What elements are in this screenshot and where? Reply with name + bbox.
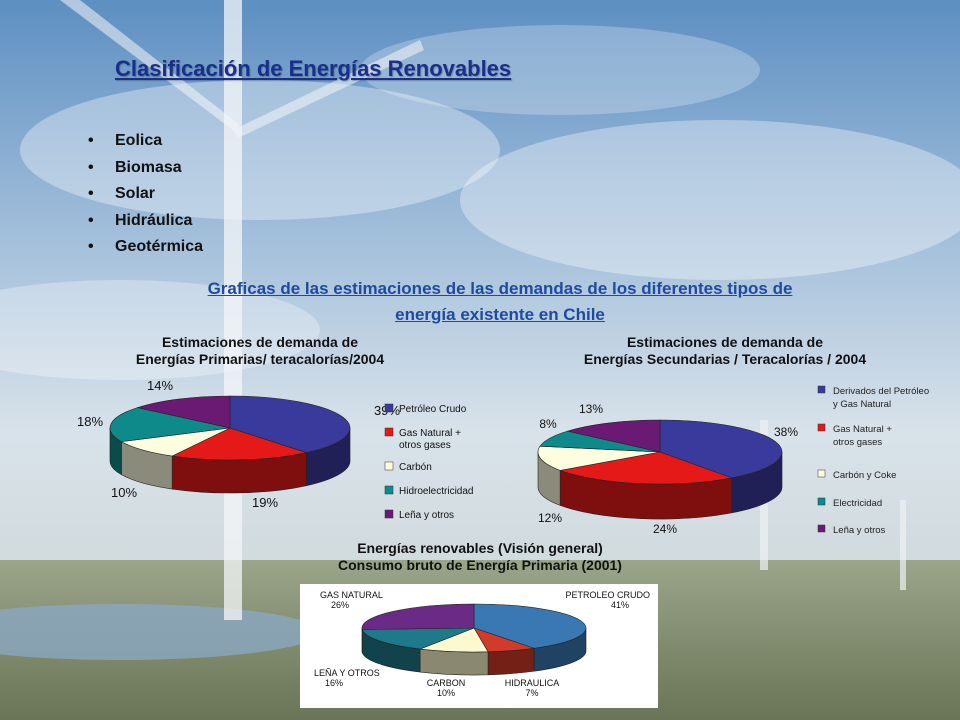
legend-label: Gas Natural + (833, 424, 892, 435)
subtitle-line-2: energía existente en Chile (395, 305, 605, 324)
chart-3-title: Energías renovables (Visión general) Con… (300, 540, 660, 574)
chart-2-title-line-2: Energías Secundarias / Teracalorías / 20… (583, 351, 867, 367)
legend-label: Carbón (399, 462, 432, 473)
energy-type-list: Eolica Biomasa Solar Hidráulica Geotérmi… (88, 128, 203, 261)
slice-label: 41% (611, 600, 629, 610)
pie-2-slice-2 (537, 445, 661, 471)
legend-swatch (817, 469, 826, 478)
legend-label: y Gas Natural (833, 399, 891, 410)
list-item: Biomasa (88, 155, 203, 182)
legend-label: otros gases (399, 440, 451, 451)
slice-label: 38% (774, 425, 798, 439)
pie-1-slice-1 (171, 427, 308, 461)
list-item: Geotérmica (88, 234, 203, 261)
section-subtitle: Graficas de las estimaciones de las dema… (120, 276, 880, 328)
subtitle-line-1: Graficas de las estimaciones de las dema… (207, 279, 793, 298)
secondary-energy-pie-chart: 38% 24% 12% 8% 13% Derivados del Petróleo y Ga… (537, 385, 929, 536)
pie-3-slice-side-2 (419, 648, 489, 676)
legend-swatch (384, 509, 394, 519)
chart-2-title: Estimaciones de demanda de Energías Secu… (545, 334, 905, 368)
legend-label: Hidroelectricidad (399, 486, 473, 497)
pie-3-slice-3 (361, 627, 475, 650)
legend-swatch (817, 423, 826, 432)
slice-label: 13% (579, 402, 603, 416)
pie-2-slice-0 (659, 419, 783, 479)
legend-label: Leña y otros (399, 510, 454, 521)
pie-1-slice-4 (136, 395, 231, 429)
list-item: Eolica (88, 128, 203, 155)
slice-label: 24% (653, 522, 677, 536)
slice-name: LEÑA Y OTROS (314, 668, 380, 678)
slice-name: PETROLEO CRUDO (565, 590, 650, 600)
legend-swatch (384, 461, 394, 471)
slice-label: 10% (437, 688, 455, 698)
slice-name: GAS NATURAL (320, 590, 383, 600)
pie-3-slice-side-1 (487, 647, 535, 676)
slice-label: 12% (538, 511, 562, 525)
slide-title: Clasificación de Energías Renovables (115, 56, 512, 81)
legend-swatch (817, 497, 826, 506)
legend-label: Gas Natural + (399, 428, 461, 439)
slice-label: 10% (111, 485, 137, 500)
slice-label: 7% (525, 688, 538, 698)
legend-swatch (384, 485, 394, 495)
slice-label: 26% (331, 600, 349, 610)
slice-label: 19% (252, 495, 278, 510)
slice-name: CARBON (427, 678, 466, 688)
legend-label: Carbón y Coke (833, 470, 896, 481)
legend-label: Petróleo Crudo (399, 404, 467, 415)
legend-label: Derivados del Petróleo (833, 386, 929, 397)
legend-swatch (817, 524, 826, 533)
chart-1-title: Estimaciones de demanda de Energías Prim… (110, 334, 410, 368)
legend-label: otros gases (833, 437, 882, 448)
slice-label: 16% (325, 678, 343, 688)
legend-label: Electricidad (833, 498, 882, 509)
pie-1-slice-2 (120, 427, 231, 457)
list-item: Solar (88, 181, 203, 208)
chart-2-title-line-1: Estimaciones de demanda de (626, 334, 824, 350)
chart-3-title-line-1: Energías renovables (Visión general) (357, 540, 603, 556)
chart-1-title-line-1: Estimaciones de demanda de (161, 334, 359, 350)
pie-3-slice-4 (361, 603, 475, 630)
slice-label: 8% (539, 417, 557, 431)
legend-label: Leña y otros (833, 525, 886, 536)
legend-swatch (384, 427, 394, 437)
legend-swatch (384, 403, 394, 413)
pie-2-slice-4 (566, 419, 661, 453)
legend-swatch (817, 385, 826, 394)
slice-label: 18% (77, 414, 103, 429)
chart-1-title-line-2: Energías Primarias/ teracalorías/2004 (135, 351, 385, 367)
pie-1-slice-0 (229, 395, 351, 453)
slice-label: 14% (147, 378, 173, 393)
pie-2-slice-1 (559, 451, 733, 485)
slice-name: HIDRAULICA (505, 678, 560, 688)
list-item: Hidráulica (88, 208, 203, 235)
pie-1-slice-3 (109, 407, 231, 442)
chart-3-title-line-2: Consumo bruto de Energía Primaria (2001) (338, 557, 622, 573)
